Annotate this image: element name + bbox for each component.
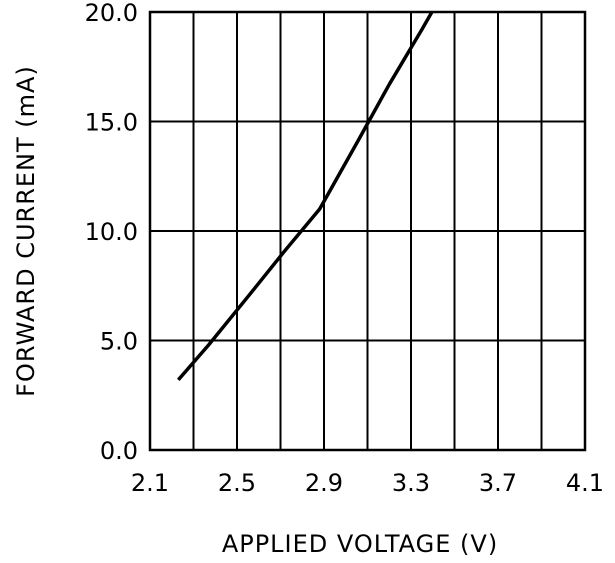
x-axis-title: APPLIED VOLTAGE (V) <box>222 530 498 558</box>
y-tick-label: 10.0 <box>85 218 138 246</box>
y-tick-label: 15.0 <box>85 109 138 137</box>
plot-frame <box>148 10 587 452</box>
x-tick-label: 3.3 <box>392 469 430 497</box>
y-tick-labels: 0.0 5.0 10.0 15.0 20.0 <box>85 0 138 465</box>
x-tick-label: 2.1 <box>131 469 169 497</box>
x-tick-labels: 2.1 2.5 2.9 3.3 3.7 4.1 <box>131 469 604 497</box>
x-tick-label: 3.7 <box>479 469 517 497</box>
x-tick-label: 2.5 <box>218 469 256 497</box>
y-axis-title: FORWARD CURRENT (mA) <box>12 65 40 397</box>
x-tick-label: 4.1 <box>566 469 604 497</box>
y-tick-label: 0.0 <box>100 437 138 465</box>
series-line-0 <box>176 12 434 382</box>
x-tick-label: 2.9 <box>305 469 343 497</box>
series-layer <box>176 12 434 382</box>
y-tick-label: 5.0 <box>100 328 138 356</box>
y-tick-label: 20.0 <box>85 0 138 27</box>
grid-lines <box>150 12 585 450</box>
